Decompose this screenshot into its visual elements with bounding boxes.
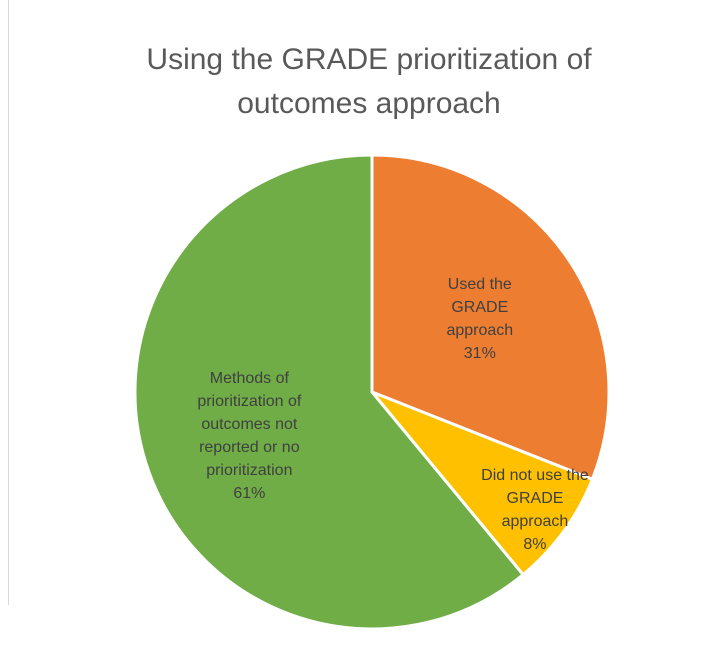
data-label: Used the GRADE approach 31% bbox=[425, 273, 535, 365]
value-label: 8% bbox=[523, 536, 547, 554]
category-label: Did not use the GRADE approach bbox=[481, 467, 589, 531]
data-label: Did not use the GRADE approach 8% bbox=[475, 464, 595, 556]
pie-slice bbox=[370, 153, 611, 482]
category-label: Used the GRADE approach bbox=[446, 275, 514, 339]
chart-title: Using the GRADE prioritization of outcom… bbox=[146, 43, 592, 120]
pie-slice bbox=[370, 390, 595, 577]
data-label: Methods of prioritization of outcomes no… bbox=[174, 367, 324, 505]
pie-slice bbox=[133, 153, 526, 631]
value-label: 61% bbox=[233, 485, 266, 503]
category-label: Methods of prioritization of outcomes no… bbox=[197, 370, 302, 480]
frame-border bbox=[8, 0, 9, 605]
value-label: 31% bbox=[463, 344, 496, 362]
